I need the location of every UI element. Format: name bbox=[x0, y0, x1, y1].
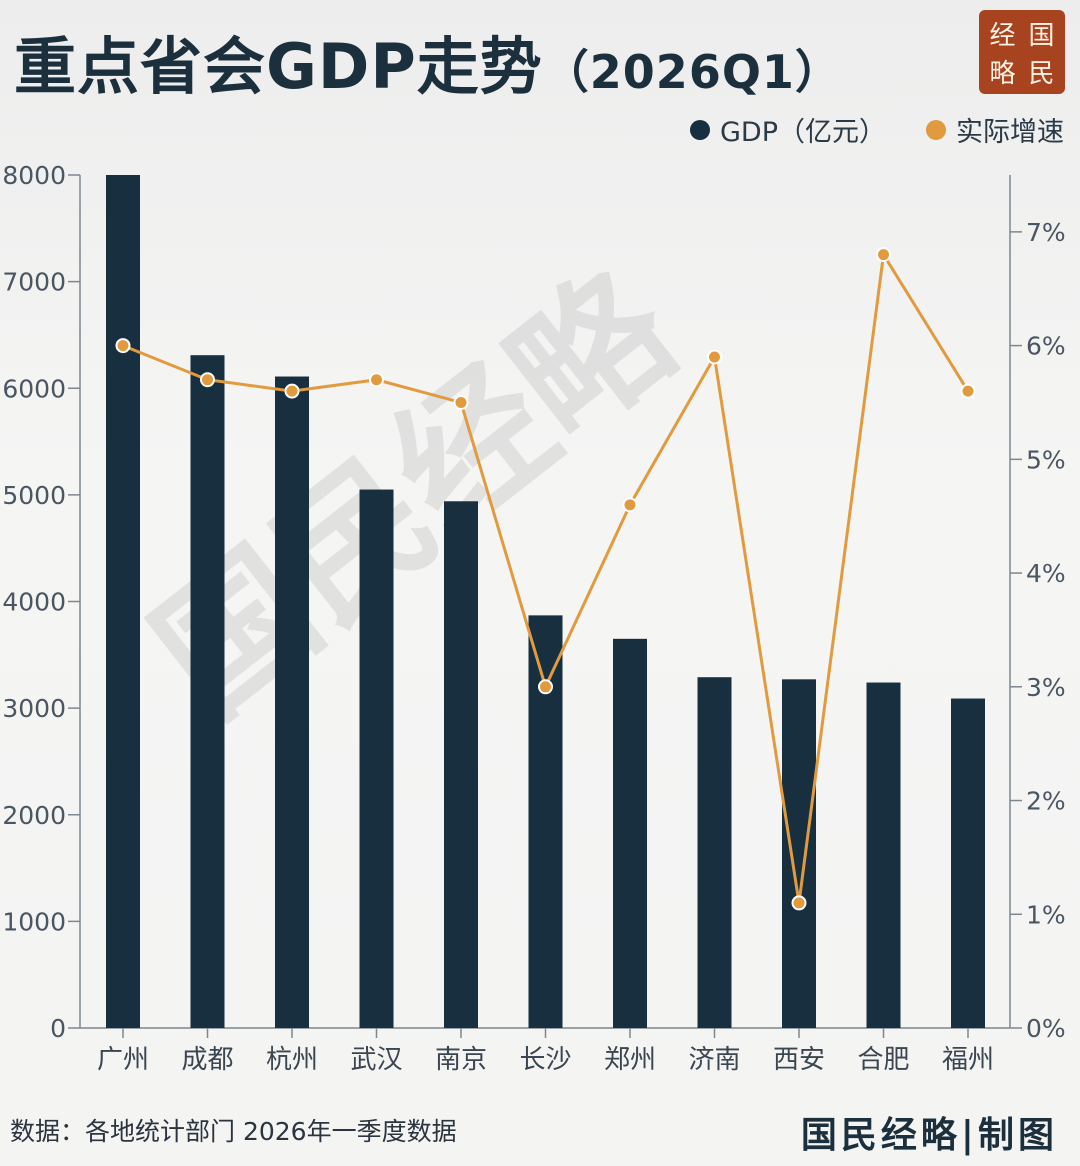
left-tick-label: 0 bbox=[50, 1014, 66, 1043]
left-tick-label: 8000 bbox=[2, 161, 66, 190]
category-label: 杭州 bbox=[266, 1045, 318, 1075]
bar-gdp bbox=[782, 679, 816, 1028]
chart-axes: 0 1000 2000 3000 4000 5000 6000 7000 8000 0% 1% 2% 3… bbox=[2, 161, 1065, 1043]
category-label: 西安 bbox=[773, 1045, 825, 1075]
seal-char: 略 bbox=[989, 58, 1016, 89]
chart-legend: GDP（亿元） 实际增速 bbox=[690, 110, 1064, 149]
growth-point bbox=[115, 338, 131, 354]
bar-gdp bbox=[190, 355, 225, 1028]
legend-label-growth: 实际增速 bbox=[956, 117, 1064, 148]
page-title: 重点省会GDP走势（2026Q1） bbox=[14, 16, 842, 106]
chart-categories: 广州 成都 杭州 武汉 南京 长沙 郑州 济南 西安 合肥 福州 bbox=[97, 1028, 994, 1075]
bar-gdp bbox=[697, 677, 732, 1028]
category-label: 济南 bbox=[688, 1045, 740, 1075]
left-tick-label: 3000 bbox=[2, 694, 66, 723]
bar-gdp bbox=[951, 698, 985, 1028]
bar-gdp bbox=[359, 489, 394, 1028]
legend-label-gdp: GDP（亿元） bbox=[720, 117, 886, 148]
growth-point bbox=[538, 679, 553, 695]
category-label: 成都 bbox=[181, 1045, 233, 1075]
brand-seal: 经 国 略 民 bbox=[979, 10, 1065, 94]
chart-line bbox=[115, 247, 976, 911]
right-tick-label: 1% bbox=[1026, 900, 1066, 929]
legend-item-gdp: GDP（亿元） bbox=[690, 110, 886, 149]
bar-gdp bbox=[528, 615, 563, 1028]
growth-point bbox=[622, 497, 638, 513]
growth-point bbox=[960, 383, 976, 399]
growth-point bbox=[791, 895, 807, 911]
legend-dot-growth bbox=[926, 119, 946, 140]
source-note: 数据：各地统计部门 2026年一季度数据 bbox=[10, 1117, 457, 1146]
seal-char: 民 bbox=[1028, 58, 1055, 89]
bar-gdp bbox=[866, 682, 901, 1028]
right-tick-label: 0% bbox=[1026, 1014, 1066, 1043]
category-label: 武汉 bbox=[350, 1045, 402, 1075]
right-tick-label: 7% bbox=[1026, 218, 1066, 247]
right-tick-label: 4% bbox=[1026, 559, 1066, 588]
growth-point bbox=[707, 349, 722, 365]
growth-point bbox=[876, 247, 891, 263]
category-label: 福州 bbox=[942, 1045, 994, 1075]
footer-brand: 国民经略|制图 bbox=[800, 1114, 1058, 1156]
growth-point bbox=[453, 394, 469, 410]
left-tick-label: 2000 bbox=[2, 801, 66, 830]
category-label: 广州 bbox=[97, 1045, 149, 1075]
left-tick-label: 4000 bbox=[2, 588, 66, 617]
category-label: 长沙 bbox=[519, 1045, 571, 1075]
legend-dot-gdp bbox=[690, 119, 710, 140]
bar-gdp bbox=[444, 501, 478, 1029]
seal-char: 国 bbox=[1028, 20, 1055, 51]
title-subtitle: （2026Q1） bbox=[542, 45, 842, 99]
legend-item-growth: 实际增速 bbox=[926, 110, 1064, 149]
left-tick-label: 5000 bbox=[2, 481, 66, 510]
growth-point bbox=[284, 383, 300, 399]
growth-point bbox=[369, 372, 384, 388]
category-label: 合肥 bbox=[857, 1045, 909, 1075]
bar-gdp bbox=[106, 175, 140, 1028]
left-tick-label: 7000 bbox=[2, 268, 66, 297]
left-tick-label: 6000 bbox=[2, 374, 66, 403]
growth-point bbox=[200, 372, 215, 388]
seal-char: 经 bbox=[989, 20, 1016, 51]
left-tick-label: 1000 bbox=[2, 907, 66, 936]
right-tick-label: 6% bbox=[1026, 332, 1066, 361]
right-tick-label: 3% bbox=[1026, 673, 1066, 702]
category-label: 南京 bbox=[435, 1045, 487, 1075]
bar-gdp bbox=[275, 376, 309, 1028]
right-tick-label: 2% bbox=[1026, 787, 1066, 816]
bar-gdp bbox=[613, 638, 647, 1028]
category-label: 郑州 bbox=[604, 1045, 656, 1075]
right-tick-label: 5% bbox=[1026, 445, 1066, 474]
title-main: 重点省会GDP走势 bbox=[14, 30, 543, 103]
